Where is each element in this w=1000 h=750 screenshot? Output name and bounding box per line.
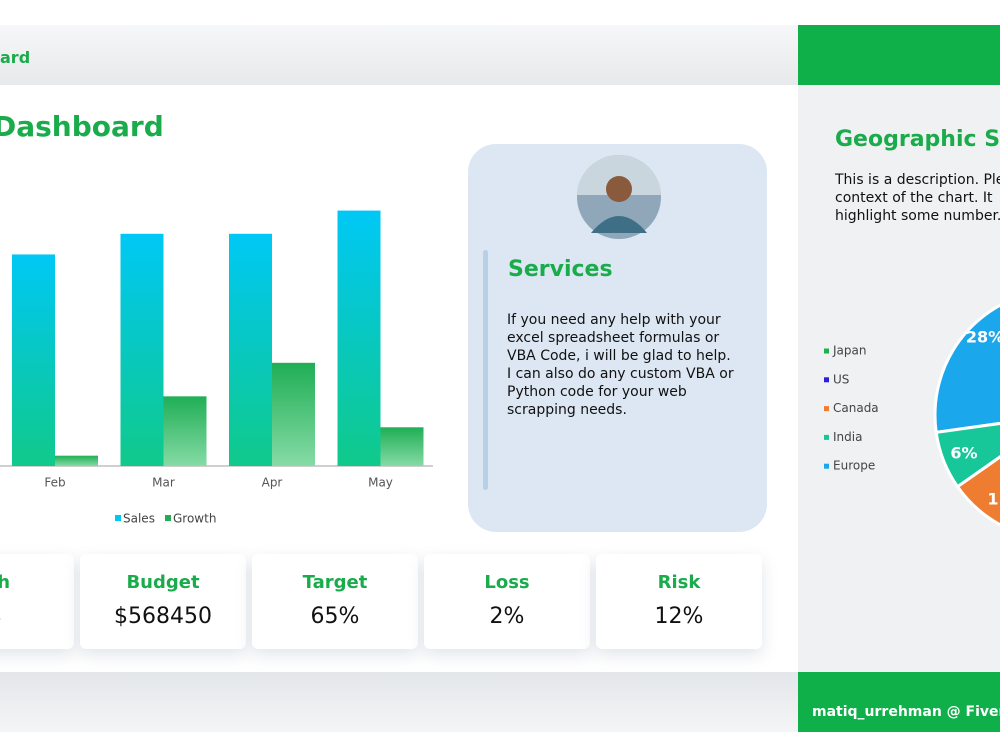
profile-photo: [577, 155, 661, 239]
description-line: highlight some number.: [835, 208, 1000, 224]
dashboard-title: Dashboard: [0, 110, 164, 143]
bar: [12, 254, 55, 466]
legend-swatch: [824, 463, 829, 469]
kpi-card: Risk 12%: [596, 554, 762, 649]
accent-bar: [483, 250, 488, 490]
services-text: If you need any help with your excel spre…: [507, 311, 734, 419]
bar: [120, 233, 164, 466]
x-tick-label: May: [368, 476, 393, 490]
legend-label: US: [833, 372, 849, 386]
header-strip: [0, 25, 798, 85]
legend-label: India: [833, 430, 862, 444]
kpi-value: 65%: [310, 604, 360, 629]
geo-title: Geographic Sal: [835, 127, 1000, 152]
bar: [163, 396, 207, 466]
legend-label: Growth: [173, 512, 216, 526]
services-line: Python code for your web: [507, 384, 687, 400]
kpi-label: Risk: [657, 572, 701, 593]
services-line: I can also do any custom VBA or: [507, 366, 734, 382]
bar: [55, 455, 98, 466]
footer-credit: matiq_urrehman @ Fiverr.c: [812, 704, 1000, 720]
legend-label: Sales: [123, 512, 155, 526]
legend-swatch: [824, 434, 829, 440]
legend-label: Canada: [833, 401, 879, 415]
kpi-card: Target 65%: [252, 554, 418, 649]
legend-swatch: [824, 406, 829, 412]
pie-label: 6%: [950, 444, 977, 463]
footer-shadow: [0, 672, 798, 732]
kpi-card: Budget $568450: [80, 554, 246, 649]
legend-swatch: [165, 515, 171, 521]
services-line: VBA Code, i will be glad to help.: [507, 348, 731, 364]
services-line: excel spreadsheet formulas or: [507, 330, 720, 346]
legend-swatch: [115, 515, 121, 521]
legend-swatch: [824, 348, 829, 354]
pie-label: 28%: [966, 328, 1000, 347]
kpi-value: 12%: [654, 604, 704, 629]
bar: [229, 233, 272, 466]
kpi-value: $568450: [114, 604, 212, 629]
services-title: Services: [508, 257, 613, 282]
kpi-label: Target: [302, 572, 368, 593]
x-tick-label: Mar: [152, 476, 175, 490]
x-tick-label: Apr: [262, 476, 283, 490]
pie-label: 1: [987, 490, 998, 509]
services-line: scrapping needs.: [507, 402, 627, 418]
legend-label: Europe: [833, 459, 875, 473]
services-line: If you need any help with your: [507, 312, 721, 328]
pie-slice: [933, 303, 1000, 435]
kpi-value: 2%: [489, 604, 525, 629]
kpi-card: Loss 2%: [424, 554, 590, 649]
header-title: ard: [0, 48, 31, 67]
kpi-value: %: [0, 604, 74, 629]
geo-description: This is a description. Ple context of the…: [835, 171, 1000, 225]
side-footer: [798, 672, 1000, 732]
bar: [380, 427, 424, 466]
pie-slice: [955, 455, 1000, 527]
kpi-label: Loss: [484, 572, 530, 593]
legend-label: Japan: [832, 344, 866, 358]
legend-swatch: [824, 377, 829, 383]
description-line: This is a description. Ple: [835, 172, 1000, 188]
kpi-label: wth: [0, 572, 11, 593]
bar: [272, 362, 315, 466]
side-header: [798, 25, 1000, 85]
bar-chart: Feb Mar Apr May Sales Growth: [0, 210, 433, 526]
description-line: context of the chart. It: [835, 190, 993, 206]
kpi-card: wth%: [0, 554, 74, 649]
kpi-label: Budget: [126, 572, 200, 593]
x-tick-label: Feb: [44, 476, 65, 490]
pie-chart: 28% 6% 1 Japan US Canada India Europe: [824, 303, 1000, 527]
bar: [337, 210, 381, 466]
